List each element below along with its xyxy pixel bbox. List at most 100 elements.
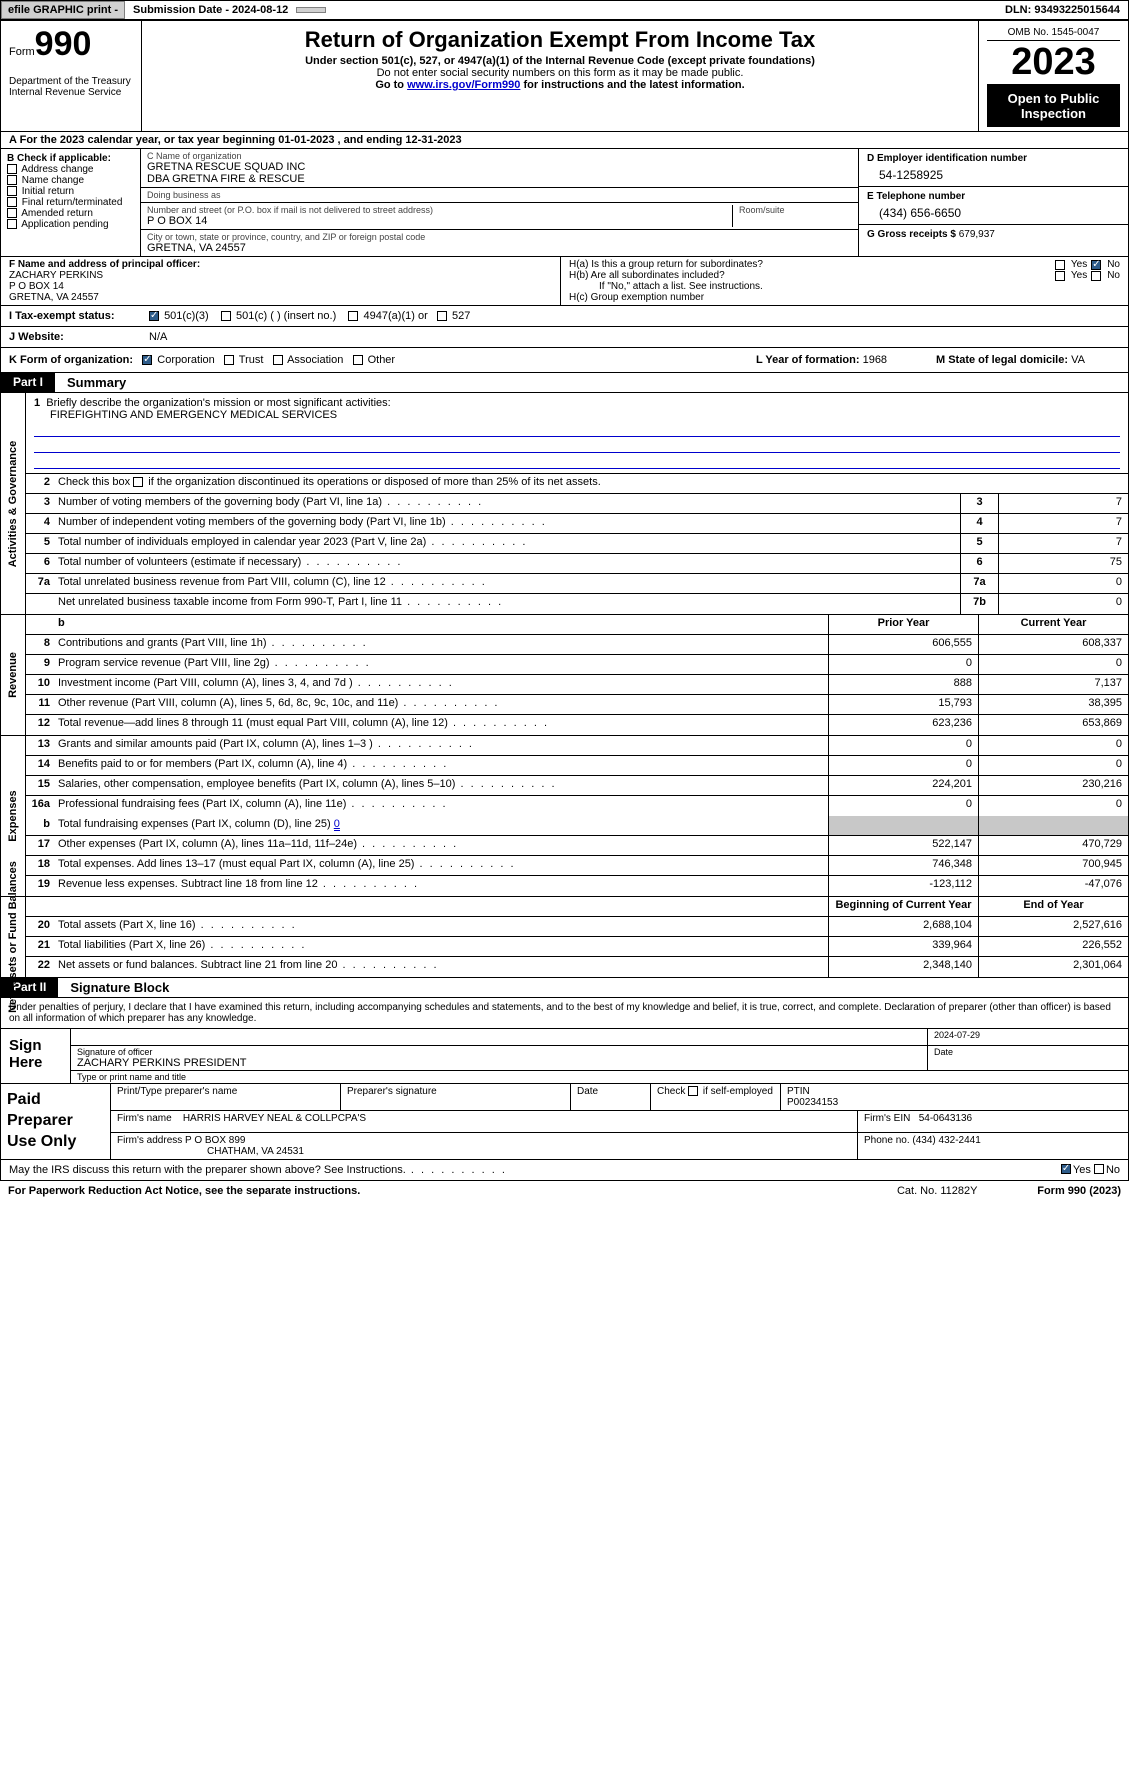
- hdr-prior: Prior Year: [828, 615, 978, 634]
- box-b-checkbox[interactable]: [7, 186, 17, 196]
- city: GRETNA, VA 24557: [147, 242, 852, 254]
- prior-val: 888: [828, 675, 978, 694]
- hdr-end: End of Year: [978, 897, 1128, 916]
- prior-val: 746,348: [828, 856, 978, 875]
- curr-val: 653,869: [978, 715, 1128, 735]
- box-b-checkbox[interactable]: [7, 197, 17, 207]
- box-b-item: Address change: [7, 164, 134, 175]
- subtitle2: Do not enter social security numbers on …: [150, 67, 970, 79]
- tax-exempt-label: I Tax-exempt status:: [1, 306, 141, 326]
- section-expenses: Expenses 13Grants and similar amounts pa…: [0, 736, 1129, 897]
- box-b-item: Final return/terminated: [7, 197, 134, 208]
- sum-desc: Other expenses (Part IX, column (A), lin…: [54, 836, 828, 855]
- block-b-through-g: B Check if applicable: Address change Na…: [0, 149, 1129, 257]
- section-netassets: Net Assets or Fund Balances Beginning of…: [0, 897, 1129, 978]
- hb-yes-checkbox[interactable]: [1055, 271, 1065, 281]
- sum-desc: Number of independent voting members of …: [54, 514, 960, 533]
- ptin: P00234153: [787, 1097, 838, 1108]
- section-revenue: Revenue bPrior YearCurrent Year 8Contrib…: [0, 615, 1129, 736]
- sum-val: 7: [998, 514, 1128, 533]
- 501c-checkbox[interactable]: [221, 311, 231, 321]
- officer-addr2: GRETNA, VA 24557: [9, 292, 552, 303]
- street: P O BOX 14: [147, 215, 732, 227]
- department: Department of the Treasury Internal Reve…: [9, 76, 133, 98]
- efile-print-button[interactable]: efile GRAPHIC print -: [1, 1, 125, 19]
- ha-no-checkbox[interactable]: [1091, 260, 1101, 270]
- block-f-h: F Name and address of principal officer:…: [0, 257, 1129, 306]
- section-governance: Activities & Governance 1 Briefly descri…: [0, 393, 1129, 615]
- prior-val: 2,348,140: [828, 957, 978, 977]
- box-b-checkbox[interactable]: [7, 175, 17, 185]
- gross-label: G Gross receipts $: [867, 229, 956, 240]
- prep-h1: Print/Type preparer's name: [111, 1084, 341, 1110]
- sum-val: 0: [998, 574, 1128, 593]
- mission-text: FIREFIGHTING AND EMERGENCY MEDICAL SERVI…: [34, 409, 1120, 421]
- firm-addr1: P O BOX 899: [185, 1135, 245, 1146]
- ha-yes-checkbox[interactable]: [1055, 260, 1065, 270]
- curr-val: -47,076: [978, 876, 1128, 896]
- corp-checkbox[interactable]: [142, 355, 152, 365]
- prior-val: 0: [828, 655, 978, 674]
- firm-phone: (434) 432-2441: [912, 1135, 980, 1146]
- prior-val: 224,201: [828, 776, 978, 795]
- part1-header: Part I Summary: [0, 373, 1129, 393]
- l16b-val[interactable]: 0: [334, 818, 340, 831]
- box-b-checkbox[interactable]: [7, 164, 17, 174]
- curr-val: 226,552: [978, 937, 1128, 956]
- may-no-checkbox[interactable]: [1094, 1164, 1104, 1174]
- paid-prep-label: Paid Preparer Use Only: [1, 1084, 111, 1159]
- 4947-checkbox[interactable]: [348, 311, 358, 321]
- may-yes-checkbox[interactable]: [1061, 1164, 1071, 1174]
- line-a: A For the 2023 calendar year, or tax yea…: [0, 132, 1129, 149]
- curr-val: 0: [978, 796, 1128, 816]
- prior-val: 339,964: [828, 937, 978, 956]
- prior-val: 15,793: [828, 695, 978, 714]
- prior-val: -123,112: [828, 876, 978, 896]
- hb-label: H(b) Are all subordinates included?: [569, 270, 1051, 281]
- sum-desc: Total unrelated business revenue from Pa…: [54, 574, 960, 593]
- gross-receipts: 679,937: [959, 229, 995, 240]
- subtitle: Under section 501(c), 527, or 4947(a)(1)…: [150, 55, 970, 67]
- 527-checkbox[interactable]: [437, 311, 447, 321]
- box-b-checkbox[interactable]: [7, 208, 17, 218]
- firm-ein: 54-0643136: [919, 1113, 972, 1124]
- line2: Check this box if the organization disco…: [54, 474, 1128, 493]
- self-emp-checkbox[interactable]: [688, 1086, 698, 1096]
- side-net: Net Assets or Fund Balances: [7, 861, 19, 1013]
- irs-link[interactable]: www.irs.gov/Form990: [407, 79, 520, 91]
- hb-no-checkbox[interactable]: [1091, 271, 1101, 281]
- curr-val: 470,729: [978, 836, 1128, 855]
- form-title: Return of Organization Exempt From Incom…: [150, 27, 970, 53]
- goto-line: Go to www.irs.gov/Form990 for instructio…: [150, 79, 970, 91]
- telephone: (434) 656-6650: [867, 202, 1120, 220]
- sign-here-label: Sign Here: [1, 1029, 71, 1083]
- sum-desc: Revenue less expenses. Subtract line 18 …: [54, 876, 828, 896]
- row-j: J Website: N/A: [0, 327, 1129, 348]
- sum-desc: Total number of volunteers (estimate if …: [54, 554, 960, 573]
- sum-val: 75: [998, 554, 1128, 573]
- curr-val: 2,527,616: [978, 917, 1128, 936]
- form-number: Form990: [9, 25, 133, 64]
- prior-val: 522,147: [828, 836, 978, 855]
- box-b-item: Name change: [7, 175, 134, 186]
- curr-val: 7,137: [978, 675, 1128, 694]
- website-value: N/A: [141, 327, 175, 347]
- blank-button[interactable]: [296, 7, 326, 13]
- form-header: Form990 Department of the Treasury Inter…: [0, 20, 1129, 132]
- l2-checkbox[interactable]: [133, 477, 143, 487]
- box-b-checkbox[interactable]: [7, 219, 17, 229]
- state-domicile: VA: [1071, 354, 1085, 366]
- type-name-label: Type or print name and title: [71, 1071, 1128, 1083]
- row-k: K Form of organization: Corporation Trus…: [0, 348, 1129, 373]
- omb-number: OMB No. 1545-0047: [987, 25, 1120, 41]
- side-rev: Revenue: [7, 652, 19, 698]
- prep-h4: Check if self-employed: [651, 1084, 781, 1110]
- footer: For Paperwork Reduction Act Notice, see …: [0, 1181, 1129, 1201]
- assoc-checkbox[interactable]: [273, 355, 283, 365]
- 501c3-checkbox[interactable]: [149, 311, 159, 321]
- side-gov: Activities & Governance: [7, 440, 19, 567]
- firm-addr2: CHATHAM, VA 24531: [117, 1146, 304, 1157]
- trust-checkbox[interactable]: [224, 355, 234, 365]
- other-checkbox[interactable]: [353, 355, 363, 365]
- sign-date: 2024-07-29: [928, 1029, 1128, 1045]
